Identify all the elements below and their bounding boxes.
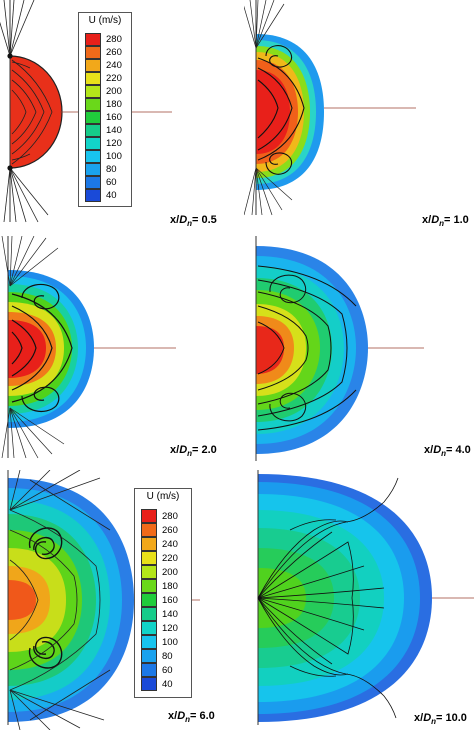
panel-label: x/Dn= 1.0 [422, 214, 469, 229]
legend-level: 220 [162, 553, 178, 564]
legend-title: U (m/s) [146, 491, 180, 502]
legend-level: 240 [106, 60, 122, 71]
velocity-contour-plot [257, 470, 474, 725]
legend-level: 280 [106, 34, 122, 45]
legend-swatch [85, 59, 101, 72]
legend-level: 260 [162, 525, 178, 536]
legend-level: 200 [106, 86, 122, 97]
legend-level: 100 [106, 151, 122, 162]
legend-swatch [141, 551, 157, 565]
legend-level: 200 [162, 567, 178, 578]
legend-swatch [141, 635, 157, 649]
legend-level: 240 [162, 539, 178, 550]
panel-label: x/Dn= 10.0 [414, 712, 467, 727]
legend-swatch [141, 649, 157, 663]
panel-label: x/Dn= 6.0 [168, 710, 215, 725]
panel-label: x/Dn= 2.0 [170, 444, 217, 459]
legend-swatch [85, 72, 101, 85]
legend-level: 160 [162, 595, 178, 606]
legend-swatch [85, 150, 101, 163]
legend-level: 40 [162, 679, 173, 690]
legend-swatch [85, 124, 101, 137]
velocity-contour-plot [7, 470, 200, 730]
legend-level: 280 [162, 511, 178, 522]
legend-swatch [141, 621, 157, 635]
legend-level: 140 [106, 125, 122, 136]
panel-label: x/Dn= 0.5 [170, 214, 217, 229]
legend-level: 60 [162, 665, 173, 676]
legend-level: 160 [106, 112, 122, 123]
legend-level: 260 [106, 47, 122, 58]
legend-swatch [141, 509, 157, 523]
legend-swatch [85, 163, 101, 176]
legend-swatch [85, 176, 101, 189]
legend-level: 120 [106, 138, 122, 149]
legend-level: 80 [106, 164, 117, 175]
color-legend-bottom: U (m/s) 280 260 240 220 200 180 160 140 … [134, 488, 192, 698]
legend-level: 220 [106, 73, 122, 84]
legend-swatch [141, 579, 157, 593]
legend-level: 60 [106, 177, 117, 188]
legend-level: 100 [162, 637, 178, 648]
color-legend-top: U (m/s) 280 260 240 220 200 180 160 140 … [78, 12, 132, 207]
contour-panel-2-0: x/Dn= 2.0 [0, 236, 230, 466]
legend-level: 180 [162, 581, 178, 592]
legend-level: 120 [162, 623, 178, 634]
legend-swatch [85, 137, 101, 150]
contour-panel-0-5: x/Dn= 0.5 [0, 0, 230, 230]
contour-panel-10-0: x/Dn= 10.0 [244, 470, 474, 730]
legend-swatch [85, 189, 101, 202]
legend-level: 40 [106, 190, 117, 201]
legend-swatch [141, 523, 157, 537]
panel-label: x/Dn= 4.0 [424, 444, 471, 459]
legend-swatch [85, 98, 101, 111]
legend-level: 140 [162, 609, 178, 620]
legend-swatch [85, 85, 101, 98]
legend-swatch [85, 46, 101, 59]
velocity-contour-plot [255, 236, 424, 461]
legend-swatch [141, 663, 157, 677]
contour-panel-4-0: x/Dn= 4.0 [244, 236, 474, 466]
legend-level: 180 [106, 99, 122, 110]
velocity-contour-plot [244, 0, 416, 216]
legend-swatch [141, 607, 157, 621]
legend-swatch [141, 565, 157, 579]
legend-swatch [85, 111, 101, 124]
contour-panel-6-0: x/Dn= 6.0 [0, 470, 230, 730]
legend-title: U (m/s) [88, 15, 122, 26]
contour-panel-1-0: x/Dn= 1.0 [244, 0, 474, 230]
legend-swatch [141, 537, 157, 551]
legend-level: 80 [162, 651, 173, 662]
velocity-contour-plot [1, 236, 176, 459]
legend-swatch [85, 33, 101, 46]
velocity-contour-plot [0, 0, 172, 223]
legend-swatch [141, 677, 157, 691]
legend-swatch [141, 593, 157, 607]
